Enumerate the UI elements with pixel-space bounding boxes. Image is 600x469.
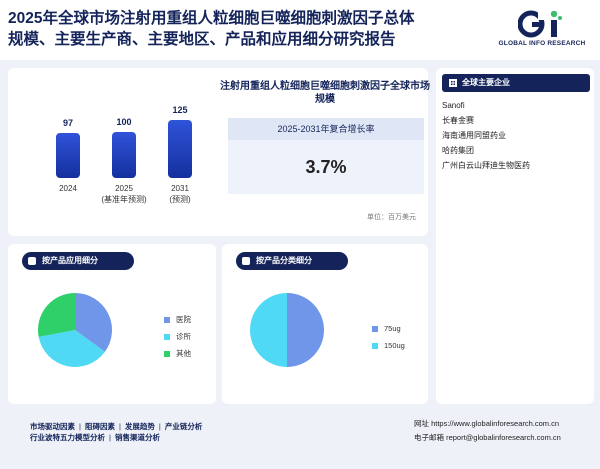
footer-link-value-chain[interactable]: 产业链分析: [164, 422, 203, 431]
type-header: 按产品分类细分: [236, 252, 348, 270]
brand-logo: GLOBAL INFO RESEARCH: [492, 10, 592, 50]
footer-links-row-2: 行业波特五力模型分析 | 销售渠道分析: [30, 432, 160, 443]
footer-links-row-1: 市场驱动因素 | 阻碍因素 | 发展趋势 | 产业链分析: [30, 421, 202, 432]
legend-label: 医院: [176, 315, 191, 324]
logo-gi-icon: [518, 10, 562, 38]
cagr-label: 2025-2031年复合增长率: [228, 118, 424, 140]
legend-swatch: [372, 343, 378, 349]
companies-header: 全球主要企业: [442, 74, 590, 92]
companies-title: 全球主要企业: [462, 78, 510, 87]
companies-card: [436, 68, 594, 404]
cagr-value: 3.7%: [228, 140, 424, 194]
footer-link-drivers[interactable]: 市场驱动因素: [30, 422, 75, 431]
legend-label: 150ug: [384, 341, 405, 350]
bar-category-note: (预测): [169, 195, 191, 204]
building-icon: [449, 79, 457, 87]
type-pie-chart: [250, 293, 324, 367]
report-title: 2025年全球市场注射用重组人粒细胞巨噬细胞刺激因子总体规模、主要生产商、主要地…: [8, 10, 415, 48]
legend-swatch: [164, 317, 170, 323]
bar-category-label: 2031: [171, 184, 189, 193]
legend-swatch: [372, 326, 378, 332]
legend-swatch: [164, 334, 170, 340]
application-pie-chart: [38, 293, 113, 367]
bar-category-note: (基准年预测): [101, 195, 147, 204]
market-size-title: 注射用重组人粒细胞巨噬细胞刺激因子全球市场规模: [220, 81, 430, 105]
footer-link-barriers[interactable]: 阻碍因素: [84, 422, 115, 431]
company-item: 广州白云山拜迪生物医药: [442, 161, 530, 170]
company-item: 海南通用同盟药业: [442, 131, 506, 140]
application-title: 按产品应用细分: [42, 256, 98, 265]
pie-chart-icon: [28, 257, 36, 265]
bar: [112, 132, 136, 178]
bar-value-label: 97: [62, 118, 73, 128]
footer-link-sales-channels[interactable]: 销售渠道分析: [114, 433, 160, 442]
company-item: Sanofi: [442, 101, 465, 110]
unit-label: 单位：百万美元: [367, 214, 416, 221]
footer-email[interactable]: 电子邮箱 report@globalinforesearch.com.cn: [414, 433, 561, 442]
bar-value-label: 100: [116, 117, 132, 127]
footer-link-trends[interactable]: 发展趋势: [124, 422, 155, 431]
legend-label: 75ug: [384, 324, 401, 333]
pie-slice: [250, 293, 287, 367]
company-item: 哈药集团: [442, 146, 474, 155]
legend-label: 其他: [176, 349, 191, 358]
type-title: 按产品分类细分: [256, 256, 312, 265]
legend-swatch: [164, 351, 170, 357]
page-header: 2025年全球市场注射用重组人粒细胞巨噬细胞刺激因子总体规模、主要生产商、主要地…: [0, 0, 600, 60]
footer-website[interactable]: 网址 https://www.globalinforesearch.com.cn: [414, 419, 560, 428]
bar: [56, 133, 80, 178]
pie-slice: [75, 293, 113, 352]
pie-chart-icon: [242, 257, 250, 265]
footer-separator: |: [118, 422, 121, 431]
footer-link-five-forces[interactable]: 行业波特五力模型分析: [30, 433, 105, 442]
bar-category-label: 2024: [59, 184, 77, 193]
pie-slice: [287, 293, 324, 367]
application-header: 按产品应用细分: [22, 252, 134, 270]
footer-separator: |: [79, 422, 81, 431]
footer-separator: |: [158, 422, 161, 431]
bar-category-label: 2025: [115, 184, 133, 193]
footer-separator: |: [109, 433, 111, 442]
company-item: 长春金赛: [442, 116, 474, 125]
pie-slice: [38, 330, 105, 367]
bar: [168, 120, 192, 178]
bar-value-label: 125: [172, 105, 188, 115]
legend-label: 诊所: [176, 332, 191, 341]
logo-text: GLOBAL INFO RESEARCH: [498, 40, 586, 47]
pie-slice: [38, 293, 75, 337]
